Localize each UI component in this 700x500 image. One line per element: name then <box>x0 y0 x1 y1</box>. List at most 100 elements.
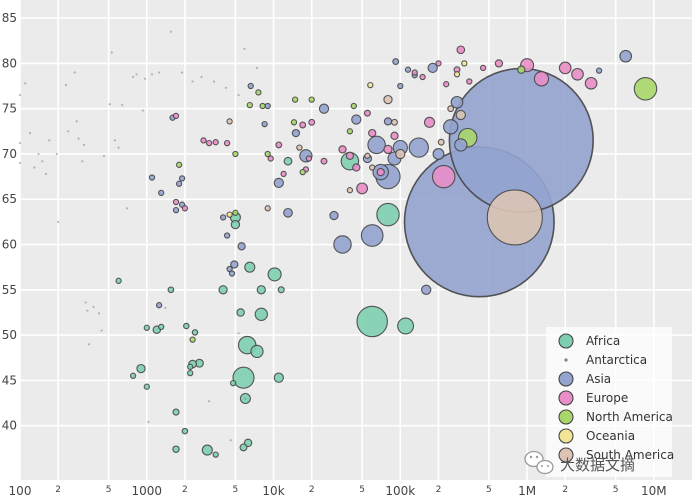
bubble-africa[interactable] <box>191 329 199 336</box>
bubble-asia[interactable] <box>291 128 301 138</box>
bubble-antarctica[interactable] <box>191 80 194 83</box>
bubble-antarctica[interactable] <box>97 312 101 315</box>
bubble-asia[interactable] <box>404 66 412 73</box>
bubble-asia[interactable] <box>148 174 156 181</box>
bubble-south-america[interactable] <box>296 144 303 151</box>
bubble-europe[interactable] <box>390 131 399 140</box>
bubble-asia[interactable] <box>392 58 400 66</box>
bubble-africa[interactable] <box>239 443 248 452</box>
bubble-asia[interactable] <box>432 148 445 160</box>
bubble-oceania[interactable] <box>367 81 374 89</box>
bubble-asia[interactable] <box>264 102 271 110</box>
bubble-antarctica[interactable] <box>135 73 138 76</box>
bubble-antarctica[interactable] <box>132 75 135 79</box>
bubble-europe[interactable] <box>456 45 466 55</box>
bubble-africa[interactable] <box>273 372 284 383</box>
bubble-antarctica[interactable] <box>48 139 51 142</box>
bubble-asia[interactable] <box>619 49 633 63</box>
bubble-antarctica[interactable] <box>147 420 150 424</box>
bubble-antarctica[interactable] <box>237 332 240 335</box>
bubble-africa[interactable] <box>115 277 122 284</box>
bubble-south-america[interactable] <box>346 187 354 194</box>
bubble-africa[interactable] <box>167 286 175 294</box>
bubble-south-america[interactable] <box>486 189 543 246</box>
bubble-asia[interactable] <box>273 177 284 189</box>
legend-item-oceania[interactable]: Oceania <box>558 428 635 444</box>
bubble-antarctica[interactable] <box>255 66 259 69</box>
bubble-europe[interactable] <box>423 116 436 128</box>
bubble-south-america[interactable] <box>369 164 376 171</box>
bubble-oceania[interactable] <box>453 71 461 78</box>
bubble-africa[interactable] <box>267 267 282 282</box>
bubble-europe[interactable] <box>305 155 313 162</box>
bubble-antarctica[interactable] <box>87 343 91 346</box>
bubble-asia[interactable] <box>360 224 384 247</box>
bubble-antarctica[interactable] <box>237 94 240 97</box>
bubble-africa[interactable] <box>250 344 264 359</box>
bubble-antarctica[interactable] <box>164 306 167 309</box>
bubble-antarctica[interactable] <box>169 30 172 33</box>
bubble-africa[interactable] <box>187 363 194 370</box>
bubble-europe[interactable] <box>443 81 450 88</box>
bubble-europe[interactable] <box>571 67 584 81</box>
bubble-asia[interactable] <box>237 242 246 251</box>
bubble-antarctica[interactable] <box>244 397 247 400</box>
bubble-antarctica[interactable] <box>144 77 147 80</box>
bubble-africa[interactable] <box>236 308 245 317</box>
bubble-antarctica[interactable] <box>208 400 211 403</box>
bubble-north-america[interactable] <box>299 168 306 176</box>
bubble-europe[interactable] <box>435 60 442 67</box>
bubble-asia[interactable] <box>318 103 330 114</box>
bubble-antarctica[interactable] <box>110 51 113 54</box>
legend-item-africa[interactable]: Africa <box>558 333 620 349</box>
bubble-antarctica[interactable] <box>200 75 203 79</box>
bubble-europe[interactable] <box>299 121 307 129</box>
bubble-antarctica[interactable] <box>18 161 22 165</box>
bubble-antarctica[interactable] <box>75 120 78 123</box>
bubble-europe[interactable] <box>200 137 207 144</box>
bubble-south-america[interactable] <box>447 105 455 113</box>
bubble-north-america[interactable] <box>232 150 239 158</box>
bubble-south-america[interactable] <box>264 205 271 212</box>
bubble-antarctica[interactable] <box>150 73 154 76</box>
bubble-europe[interactable] <box>479 64 487 72</box>
bubble-antarctica[interactable] <box>100 329 103 332</box>
bubble-south-america[interactable] <box>383 94 393 105</box>
bubble-antarctica[interactable] <box>92 305 95 309</box>
legend-item-antarctica[interactable]: Antarctica <box>564 353 647 367</box>
bubble-europe[interactable] <box>280 170 287 178</box>
bubble-north-america[interactable] <box>232 209 239 216</box>
bubble-antarctica[interactable] <box>73 71 76 74</box>
bubble-asia[interactable] <box>367 135 386 155</box>
bubble-africa[interactable] <box>172 408 180 416</box>
bubble-africa[interactable] <box>230 219 241 230</box>
bubble-africa[interactable] <box>283 156 293 166</box>
bubble-antarctica[interactable] <box>82 143 86 146</box>
bubble-antarctica[interactable] <box>84 301 87 304</box>
bubble-antarctica[interactable] <box>113 139 116 142</box>
bubble-asia[interactable] <box>443 119 459 135</box>
bubble-antarctica[interactable] <box>121 104 124 107</box>
bubble-africa[interactable] <box>256 285 266 295</box>
bubble-south-america[interactable] <box>391 118 398 126</box>
bubble-oceania[interactable] <box>226 211 233 218</box>
bubble-africa[interactable] <box>183 322 190 330</box>
bubble-europe[interactable] <box>466 78 473 85</box>
bubble-antarctica[interactable] <box>81 160 84 163</box>
bubble-north-america[interactable] <box>517 65 526 74</box>
bubble-north-america[interactable] <box>350 102 357 110</box>
bubble-europe[interactable] <box>320 157 328 165</box>
bubble-asia[interactable] <box>427 62 438 74</box>
legend-item-asia[interactable]: Asia <box>558 371 611 387</box>
bubble-europe[interactable] <box>431 164 456 189</box>
bubble-europe[interactable] <box>419 73 426 81</box>
bubble-europe[interactable] <box>494 59 504 68</box>
bubble-south-america[interactable] <box>395 148 406 160</box>
bubble-asia[interactable] <box>261 120 268 128</box>
bubble-north-america[interactable] <box>308 96 315 103</box>
bubble-africa[interactable] <box>397 317 415 335</box>
bubble-oceania[interactable] <box>461 60 468 67</box>
bubble-south-america[interactable] <box>364 152 371 159</box>
bubble-africa[interactable] <box>212 451 219 458</box>
bubble-asia[interactable] <box>595 67 603 74</box>
